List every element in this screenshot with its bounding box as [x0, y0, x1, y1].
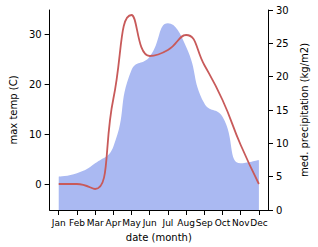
svg-text:10: 10 — [276, 138, 289, 149]
svg-text:15: 15 — [276, 105, 289, 116]
svg-text:25: 25 — [276, 38, 289, 49]
svg-text:5: 5 — [276, 171, 282, 182]
svg-text:Jul: Jul — [161, 218, 173, 228]
svg-text:Jan: Jan — [51, 218, 66, 228]
svg-text:Apr: Apr — [106, 218, 122, 228]
svg-text:Oct: Oct — [215, 218, 231, 228]
svg-text:0: 0 — [276, 205, 282, 216]
svg-text:Jun: Jun — [142, 218, 157, 228]
svg-text:med. precipitation (kg/m2): med. precipitation (kg/m2) — [299, 43, 310, 177]
svg-text:20: 20 — [276, 71, 289, 82]
svg-text:20: 20 — [29, 79, 42, 90]
svg-text:max temp (C): max temp (C) — [8, 75, 19, 144]
svg-text:10: 10 — [29, 129, 42, 140]
svg-text:0: 0 — [35, 179, 41, 190]
svg-text:30: 30 — [276, 5, 289, 16]
svg-text:Nov: Nov — [232, 218, 250, 228]
svg-text:30: 30 — [29, 29, 42, 40]
svg-text:date (month): date (month) — [126, 232, 192, 243]
svg-text:Dec: Dec — [250, 218, 267, 228]
svg-text:Mar: Mar — [87, 218, 104, 228]
svg-text:Sep: Sep — [196, 218, 213, 228]
svg-text:May: May — [122, 218, 141, 228]
svg-text:Feb: Feb — [69, 218, 85, 228]
svg-text:Aug: Aug — [177, 218, 195, 228]
